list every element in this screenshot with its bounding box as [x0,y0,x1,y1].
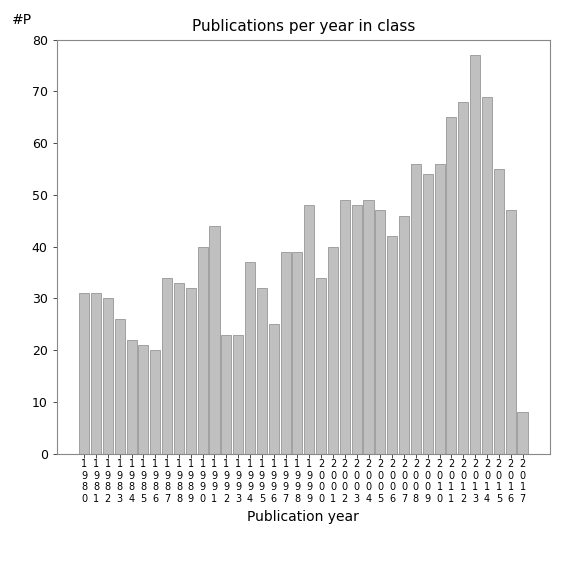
Bar [293,252,302,454]
Bar [482,96,492,454]
Bar [281,252,291,454]
Bar [221,335,231,454]
X-axis label: Publication year: Publication year [247,510,359,523]
Bar [138,345,149,454]
Bar [518,412,527,454]
Bar [103,298,113,454]
Bar [198,247,208,454]
Bar [328,247,338,454]
Bar [387,236,397,454]
Bar [434,164,445,454]
Bar [340,200,350,454]
Bar [115,319,125,454]
Title: Publications per year in class: Publications per year in class [192,19,415,35]
Bar [316,278,326,454]
Bar [423,174,433,454]
Bar [186,288,196,454]
Bar [150,350,160,454]
Bar [304,205,314,454]
Bar [375,210,386,454]
Bar [269,324,279,454]
Bar [506,210,516,454]
Bar [209,226,219,454]
Bar [174,283,184,454]
Bar [352,205,362,454]
Bar [494,169,504,454]
Bar [233,335,243,454]
Bar [91,293,101,454]
Bar [470,55,480,454]
Bar [126,340,137,454]
Bar [257,288,267,454]
Bar [245,262,255,454]
Bar [363,200,374,454]
Bar [399,215,409,454]
Bar [162,278,172,454]
Bar [446,117,456,454]
Y-axis label: #P: #P [12,13,32,27]
Bar [458,102,468,454]
Bar [411,164,421,454]
Bar [79,293,89,454]
